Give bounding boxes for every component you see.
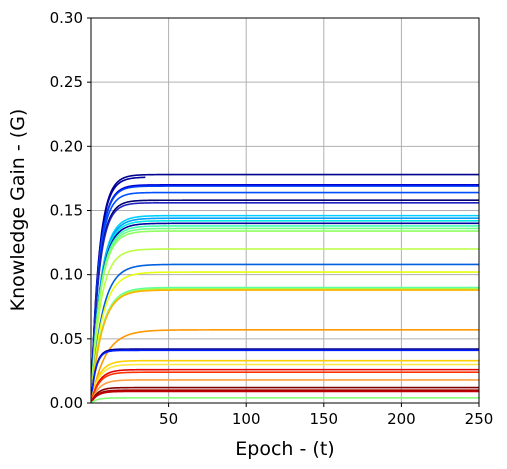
y-tick-label: 0.10: [50, 266, 83, 284]
series-line-21: [91, 348, 479, 403]
series-layer: [91, 173, 479, 403]
series-line-7: [91, 214, 479, 403]
series-line-30: [91, 390, 479, 403]
series-line-17: [91, 286, 479, 403]
series-line-28: [91, 386, 479, 403]
series-line-20: [91, 329, 479, 403]
series-line-5: [91, 199, 479, 403]
x-axis-label: Epoch - (t): [235, 438, 334, 460]
y-tick-label: 0.00: [50, 394, 83, 412]
x-tick-label: 50: [159, 410, 178, 428]
x-tick-label: 100: [232, 410, 261, 428]
x-tick-label: 150: [309, 410, 338, 428]
series-line-24: [91, 363, 479, 403]
series-line-0: [91, 173, 479, 403]
series-line-2: [91, 184, 479, 403]
series-line-23: [91, 359, 479, 403]
series-line-15: [91, 263, 479, 403]
series-line-29: [91, 389, 479, 403]
series-line-6: [91, 202, 479, 403]
series-line-14: [91, 248, 479, 403]
series-line-3: [91, 185, 479, 403]
y-axis-label: Knowledge Gain - (G): [7, 109, 29, 312]
series-line-12: [91, 227, 479, 403]
x-tick-label: 250: [465, 410, 494, 428]
series-line-11: [91, 225, 479, 403]
x-tick-label: 200: [387, 410, 416, 428]
grid: [91, 17, 480, 404]
series-line-22: [91, 349, 479, 403]
series-line-9: [91, 219, 479, 403]
y-tick-label: 0.20: [50, 137, 83, 155]
series-line-19: [91, 289, 479, 403]
series-line-18: [91, 287, 479, 403]
series-line-31: [91, 397, 479, 403]
series-line-27: [91, 379, 479, 403]
series-line-4: [91, 191, 479, 403]
series-line-26: [91, 371, 479, 403]
series-line-16: [91, 271, 479, 403]
series-line-13: [91, 230, 479, 403]
ticks: 50 100 150 200 250 0.00 0.05 0.10 0.15 0.20 0.25 0.…: [50, 9, 494, 428]
y-tick-label: 0.25: [50, 73, 83, 91]
y-tick-label: 0.15: [50, 202, 83, 220]
y-tick-label: 0.05: [50, 330, 83, 348]
series-line-10: [91, 222, 479, 403]
series-line-25: [91, 368, 479, 403]
series-line-8: [91, 217, 479, 403]
y-tick-label: 0.30: [50, 9, 83, 27]
